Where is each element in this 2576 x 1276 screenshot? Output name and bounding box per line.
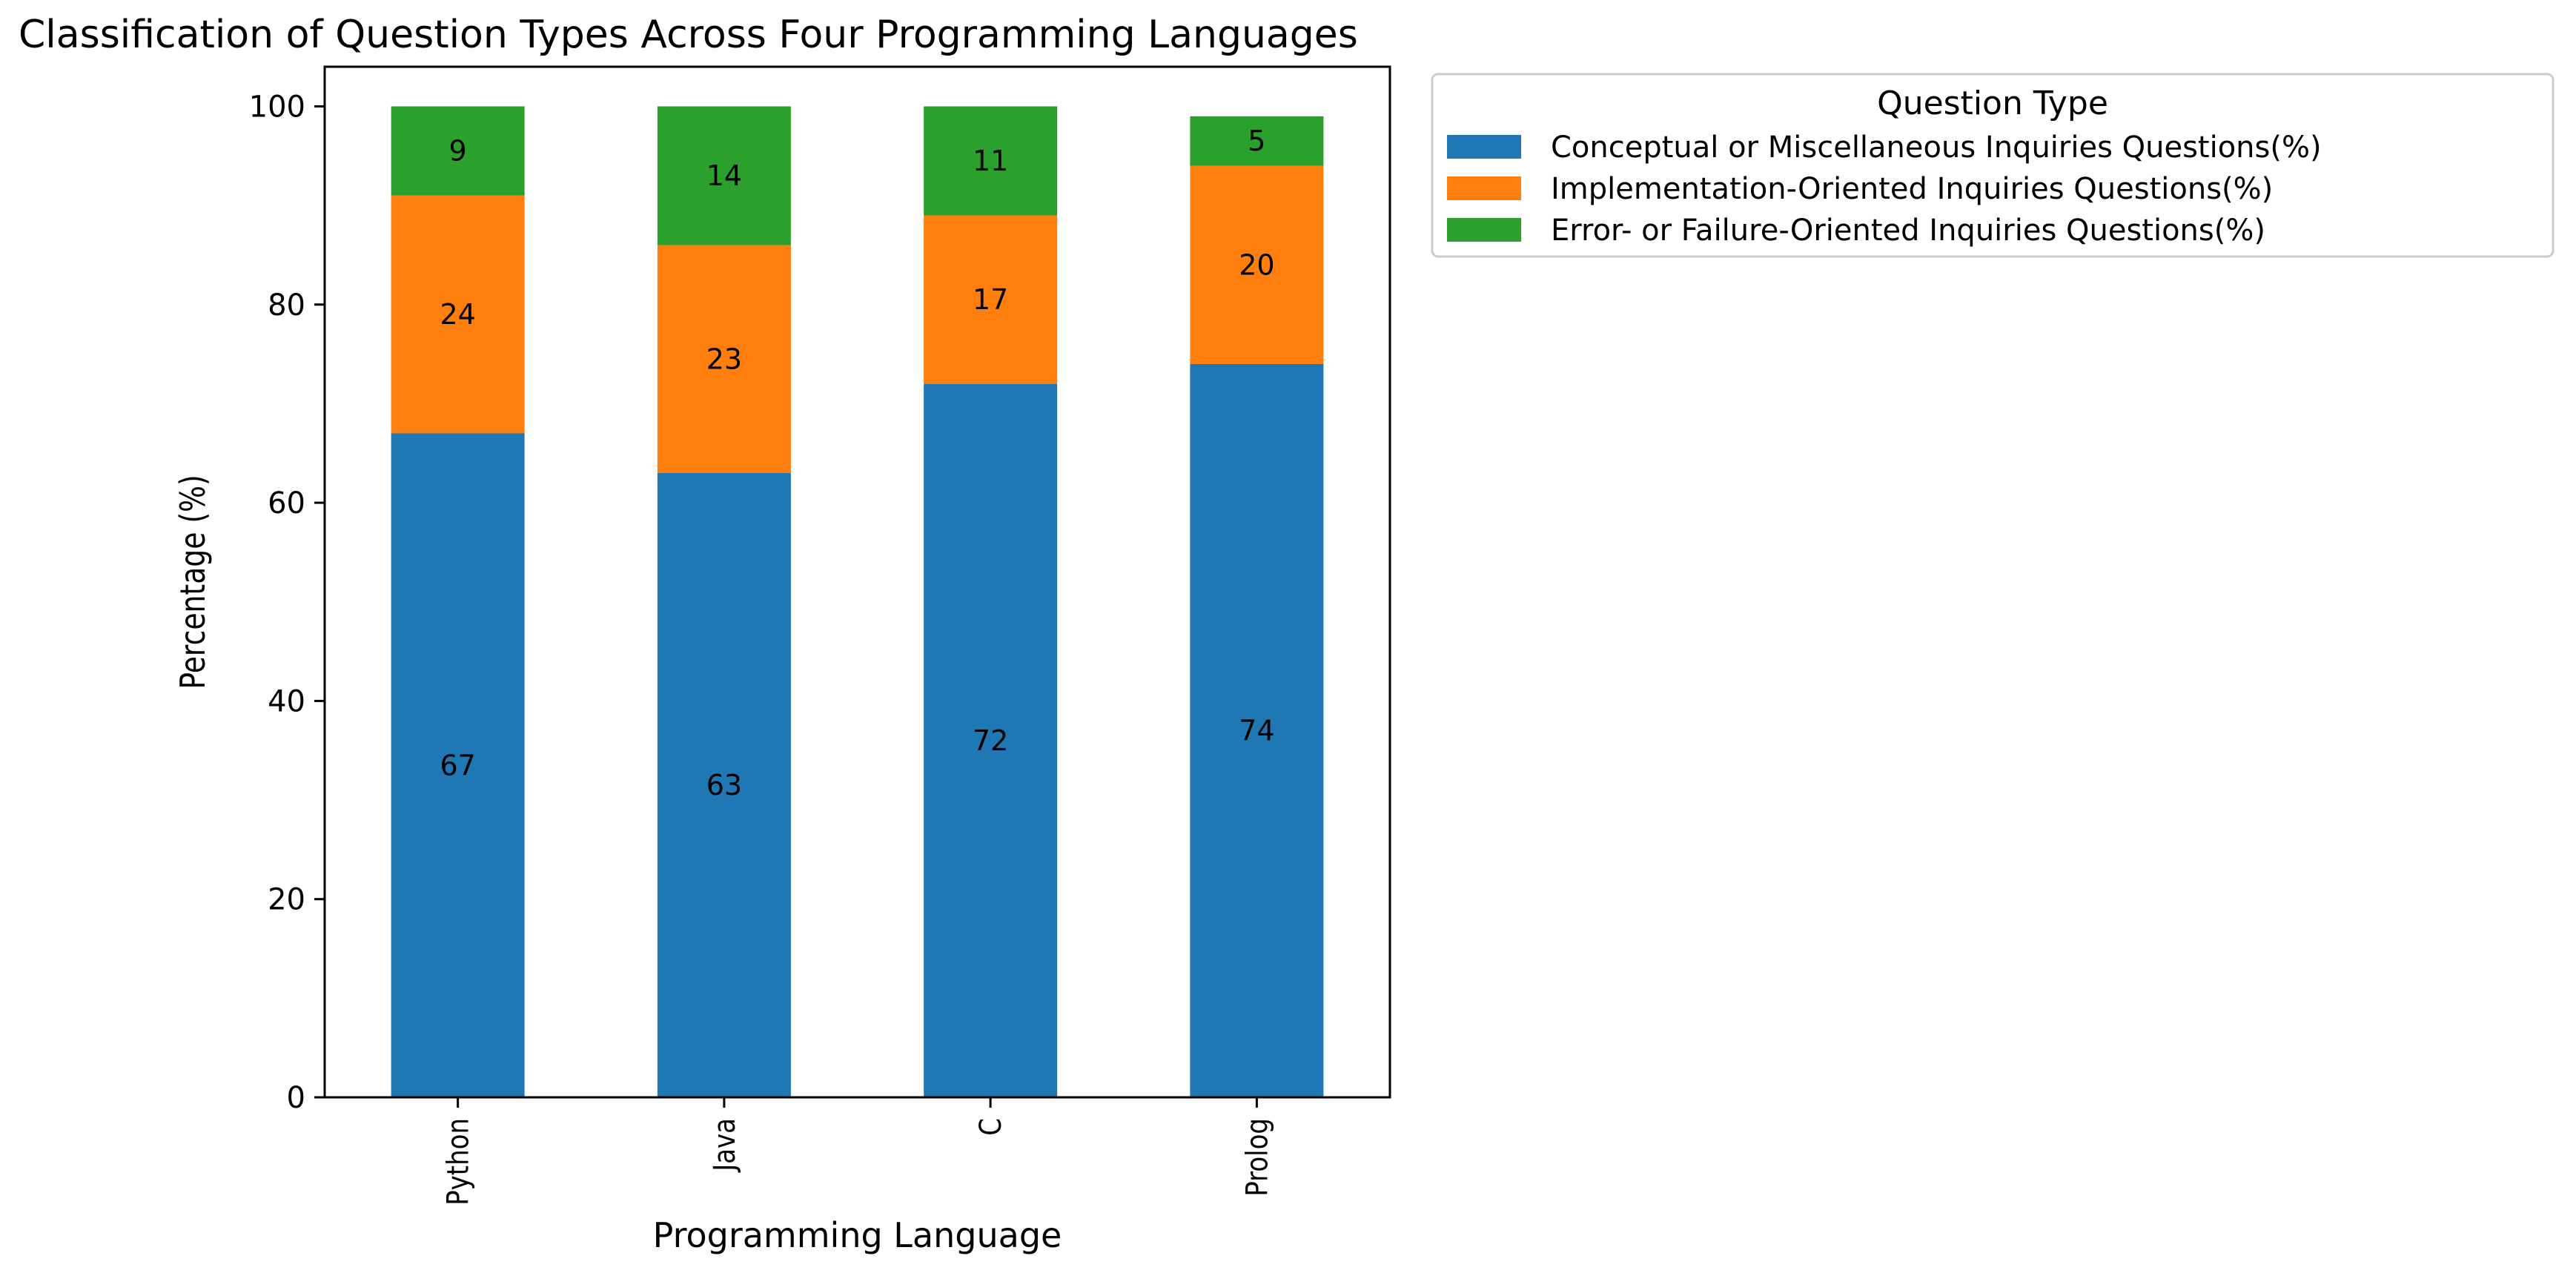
data-label: 11 [973,145,1008,177]
x-tick-label: C [973,1118,1007,1136]
y-tick-label: 40 [268,684,305,718]
bar-java-series-1 [657,472,791,1097]
data-label: 17 [973,283,1008,316]
data-label: 9 [449,135,467,168]
bar-c-series-2 [924,215,1058,384]
legend: Question Type Conceptual or Miscellaneou… [1431,73,2555,258]
data-label: 63 [706,769,742,801]
bar-c-series-1 [924,383,1058,1097]
bar-python-series-2 [391,195,525,434]
data-label: 14 [706,159,742,192]
plot-area: 67 24 9 Python 63 23 14 Java 72 17 11 C 74 20 5 Prolog 0… [249,65,1391,1206]
bar-java-series-2 [657,245,791,473]
legend-swatch [1447,176,1521,200]
bar-prolog-series-3 [1190,116,1324,166]
bar-python-series-3 [391,106,525,196]
legend-title: Question Type [1877,85,2108,122]
chart-title: Classification of Question Types Across … [19,13,1358,57]
x-tick-label: Python [441,1118,475,1206]
bar-c-series-3 [924,106,1058,216]
data-label: 67 [440,749,475,781]
y-tick-label: 20 [268,883,305,917]
y-tick-label: 60 [268,486,305,520]
data-label: 5 [1248,125,1265,157]
legend-entry-label: Implementation-Oriented Inquiries Questi… [1551,172,2273,206]
data-label: 24 [440,298,475,331]
plot-frame [323,65,1391,1099]
data-label: 72 [973,724,1008,757]
data-label: 23 [706,343,742,375]
y-tick-label: 100 [249,90,305,124]
y-tick-label: 80 [268,288,305,323]
legend-swatch [1447,218,1521,242]
legend-entry-label: Error- or Failure-Oriented Inquiries Que… [1551,214,2265,248]
legend-swatch [1447,135,1521,159]
y-axis-label: Percentage (%) [173,475,213,689]
legend-frame [1431,73,2555,258]
x-axis-label: Programming Language [653,1215,1062,1255]
bar-prolog-series-2 [1190,165,1324,364]
x-tick-label: Prolog [1240,1118,1274,1197]
data-label: 20 [1239,248,1274,281]
legend-entry-label: Conceptual or Miscellaneous Inquiries Qu… [1551,130,2322,165]
x-tick-label: Java [707,1118,741,1173]
bar-prolog-series-1 [1190,363,1324,1097]
bar-python-series-1 [391,433,525,1097]
bar-java-series-3 [657,106,791,245]
data-label: 74 [1239,714,1274,747]
y-tick-label: 0 [287,1081,305,1115]
